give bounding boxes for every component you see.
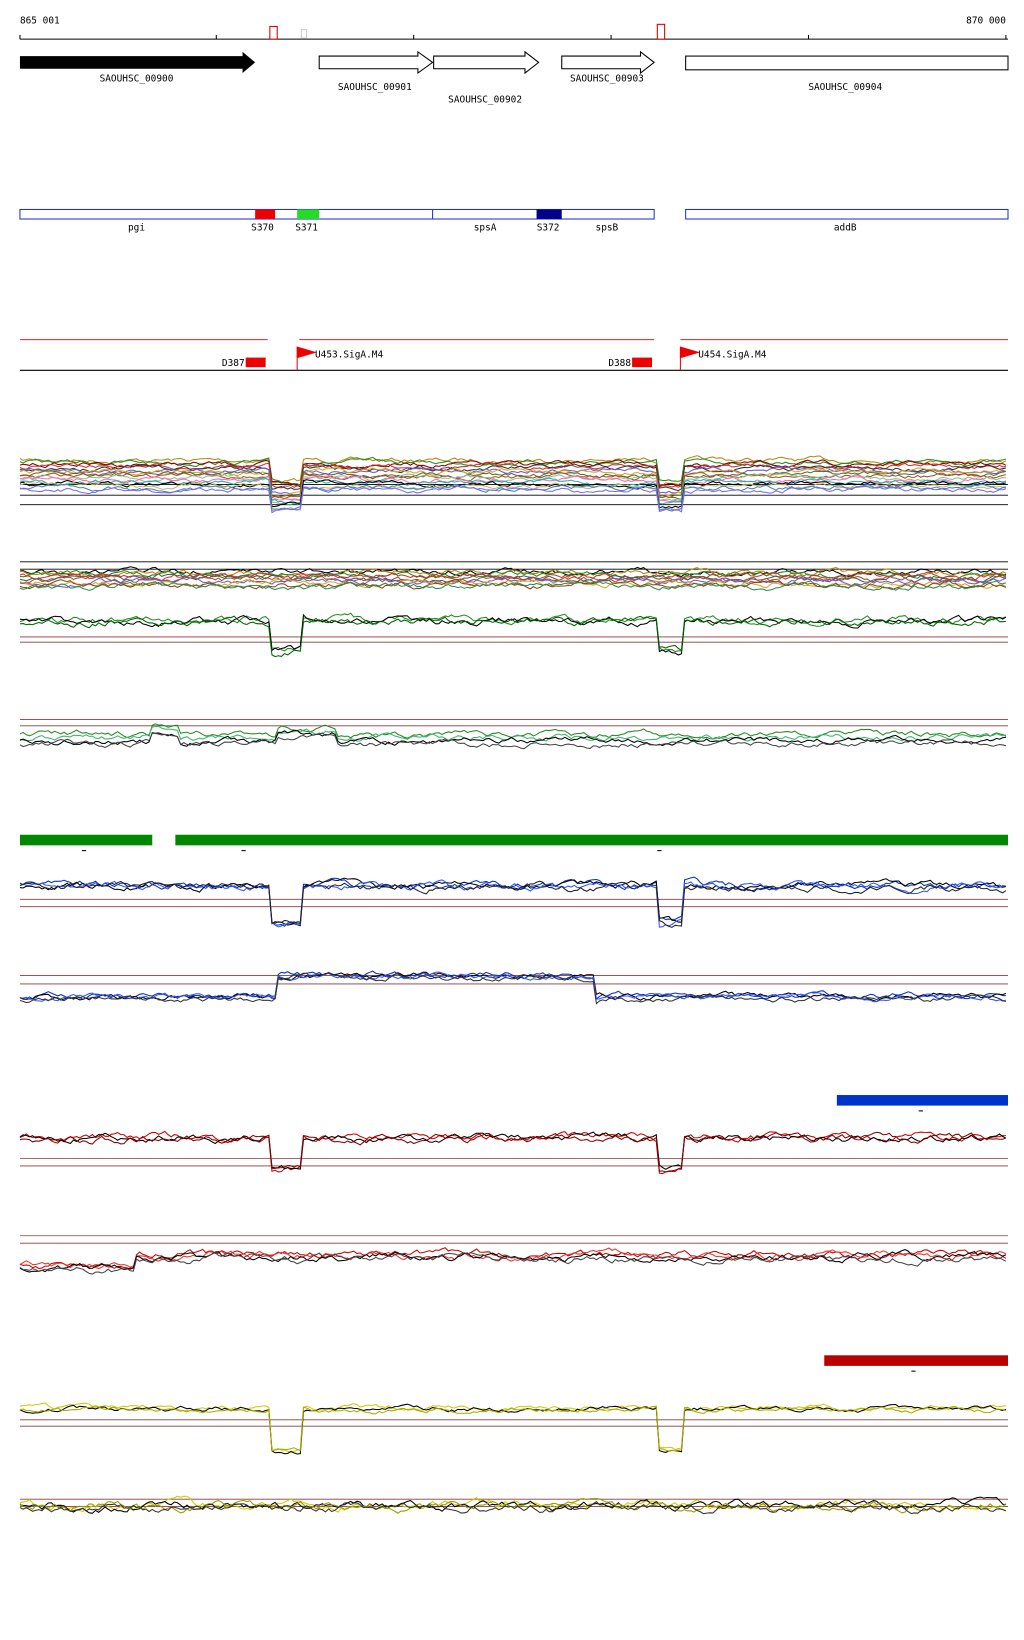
gene-label: SAOUHSC_00903 (570, 73, 644, 84)
expression-profile (19, 972, 1007, 1005)
expression-profile (19, 1405, 1007, 1452)
expression-profile (19, 456, 1007, 487)
region-box (19, 208, 655, 220)
gene-arrow (19, 51, 256, 74)
region-label: spsB (596, 223, 619, 234)
gene-label: SAOUHSC_00901 (338, 82, 412, 93)
condition-bar (175, 834, 1008, 846)
expression-profile (19, 483, 1006, 512)
expression-profile (19, 1130, 1006, 1175)
ruler (19, 34, 1008, 40)
expression-profile (19, 1247, 1007, 1270)
expression-profile (19, 729, 1006, 747)
ruler-start: 865 001 (20, 15, 60, 26)
expression-profile (19, 1251, 1007, 1275)
expression-profile (19, 725, 1007, 742)
expression-profile (19, 481, 1006, 511)
region-label: S371 (295, 223, 318, 234)
region-segment (536, 209, 562, 220)
expression-profile (19, 1496, 1006, 1514)
expression-profile (19, 1498, 1007, 1514)
promoter-label: D387 (222, 358, 245, 369)
region-label: spsA (474, 223, 497, 234)
expression-tracks (19, 455, 1008, 1515)
expression-profile (19, 612, 1007, 653)
promoter-flag (296, 346, 317, 371)
expression-profile (19, 732, 1007, 750)
region-segment (297, 209, 320, 220)
expression-profile (19, 876, 1007, 927)
expression-profile (19, 472, 1006, 505)
marker (656, 23, 666, 40)
marker (269, 25, 278, 40)
gene-box (685, 55, 1009, 71)
expression-profile (19, 463, 1007, 492)
expression-profile (19, 1131, 1007, 1170)
expression-profile (19, 613, 1007, 656)
expression-profile (19, 580, 1007, 592)
promoter-label: U454.SigA.M4 (698, 350, 766, 361)
region-label: addB (834, 223, 857, 234)
region-label: S370 (251, 223, 274, 234)
promoter-flag (679, 346, 701, 371)
gene-label: SAOUHSC_00900 (100, 73, 174, 84)
expression-profile (19, 471, 1007, 500)
region-segment (255, 209, 276, 220)
expression-profile (19, 1403, 1007, 1455)
terminator (245, 357, 266, 368)
expression-profile (19, 485, 1007, 514)
expression-profile (19, 574, 1007, 585)
browser-content: 865 001 870 000 SAOUHSC_00900 SAOUHSC_00… (19, 15, 1009, 1515)
promoter-label: D388 (608, 358, 631, 369)
expression-profile (19, 615, 1006, 658)
expression-profile (19, 1500, 1007, 1515)
promoter-label: U453.SigA.M4 (315, 350, 383, 361)
ruler-end: 870 000 (966, 15, 1006, 26)
expression-profile (19, 1249, 1007, 1273)
terminator (632, 357, 653, 368)
expression-profile (19, 971, 1007, 1003)
gene-arrow (561, 50, 656, 75)
expression-profile (19, 566, 1007, 578)
gene-label: SAOUHSC_00904 (808, 82, 882, 93)
condition-bar (824, 1355, 1008, 1366)
region-label: S372 (537, 223, 560, 234)
region-label: pgi (128, 223, 145, 234)
expression-profile (19, 461, 1006, 489)
gene-arrow (433, 50, 540, 75)
expression-profile (19, 466, 1007, 498)
region-box (685, 208, 1009, 220)
condition-bar (19, 834, 153, 846)
condition-bar (836, 1095, 1008, 1106)
expression-profile (19, 577, 1007, 589)
gene-arrow (318, 50, 434, 75)
expression-profile (19, 1131, 1007, 1173)
expression-profile (19, 880, 1007, 928)
bar-ticks (81, 850, 923, 1372)
gene-label: SAOUHSC_00902 (448, 95, 522, 106)
marker (300, 29, 308, 39)
expression-profile (19, 469, 1006, 499)
